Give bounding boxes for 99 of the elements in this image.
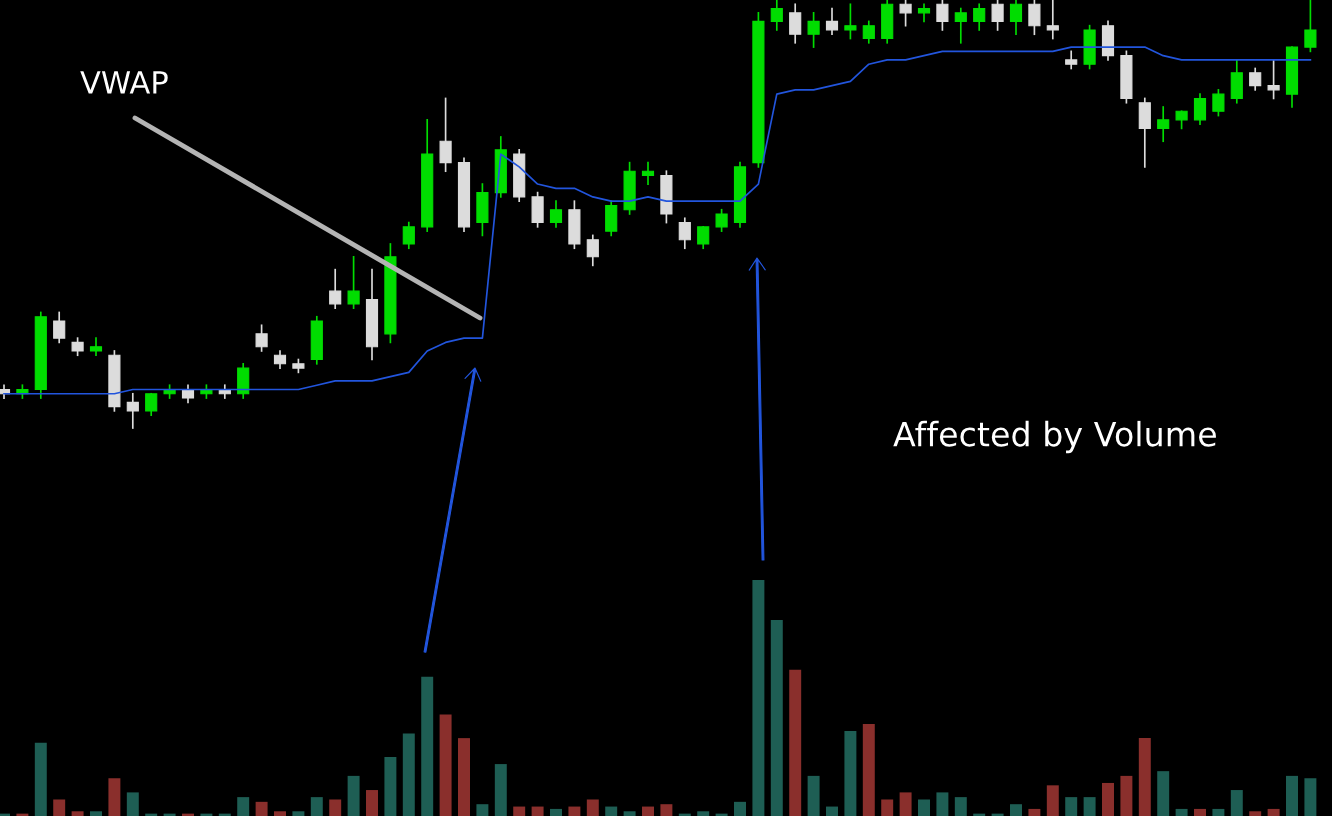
bar: [1304, 778, 1317, 816]
candlestick: [402, 221, 415, 250]
bar: [1267, 808, 1280, 816]
bar: [1138, 738, 1151, 816]
bar: [274, 811, 286, 816]
candlestick: [347, 255, 360, 310]
bar: [90, 811, 102, 816]
bar: [126, 792, 139, 816]
bar: [1194, 808, 1206, 816]
candlestick: [1193, 93, 1207, 125]
candlestick: [439, 97, 452, 173]
bar: [789, 669, 802, 816]
bar: [1249, 811, 1262, 816]
bar: [642, 806, 654, 816]
bar: [310, 797, 323, 816]
candlestick: [1009, 0, 1023, 36]
candlestick: [586, 234, 599, 267]
bar: [899, 792, 912, 816]
bar: [1286, 775, 1298, 816]
bar: [1083, 797, 1096, 816]
bar: [770, 620, 783, 816]
bar: [862, 723, 875, 816]
bar: [1010, 804, 1022, 816]
candlestick: [899, 0, 912, 27]
bar: [421, 676, 434, 816]
bar: [366, 790, 378, 816]
candlestick: [678, 217, 691, 250]
bar: [844, 731, 857, 816]
candlestick: [126, 392, 139, 429]
bar: [752, 580, 765, 816]
candlestick: [1304, 0, 1317, 53]
annotation: Affected by Volume: [893, 420, 1216, 454]
bar: [347, 775, 360, 816]
bar: [476, 804, 489, 816]
bar: [439, 714, 452, 816]
candlestick: [1267, 59, 1280, 100]
candlestick: [53, 311, 66, 344]
bar: [623, 811, 636, 816]
bar: [1065, 797, 1078, 816]
bar: [605, 806, 618, 816]
candlestick: [936, 0, 949, 31]
candlestick: [844, 3, 857, 40]
candlestick: [145, 392, 158, 417]
bar: [1046, 785, 1059, 816]
candlestick: [549, 200, 563, 228]
text: VWAP: [80, 71, 168, 94]
candlestick: [954, 7, 967, 44]
bar: [568, 806, 581, 816]
bar: [237, 797, 250, 816]
bar: [550, 808, 562, 816]
bar: [384, 757, 397, 816]
candlestick: [862, 20, 875, 44]
bar: [660, 804, 673, 816]
bar: [881, 799, 894, 816]
bar: [1212, 808, 1225, 816]
bar: [34, 742, 47, 816]
bar: [402, 733, 415, 816]
bar: [697, 811, 710, 816]
candlestick: [1249, 67, 1262, 91]
bar: [1102, 782, 1114, 816]
candlestick: [715, 208, 728, 232]
bar: [531, 806, 544, 816]
bar: [1157, 771, 1170, 816]
candlestick: [807, 12, 820, 48]
bar: [71, 811, 84, 816]
bar: [826, 806, 838, 816]
candlestick: [991, 0, 1004, 31]
bar: [734, 801, 746, 816]
candlestick: [1046, 0, 1059, 40]
bar: [513, 806, 526, 816]
bar: [329, 799, 342, 816]
candlestick: [329, 268, 342, 310]
bar: [458, 738, 470, 816]
candlestick: [789, 3, 802, 44]
bar: [255, 801, 268, 816]
candlestick: [641, 161, 655, 185]
candlestick: [1157, 106, 1170, 143]
bar: [954, 797, 967, 816]
bar: [108, 778, 121, 816]
candlestick: [825, 7, 839, 36]
candlestick: [255, 324, 268, 352]
candlestick: [1212, 89, 1225, 117]
bar: [1230, 790, 1243, 816]
candlestick: [973, 3, 986, 31]
candlestick: [697, 226, 710, 250]
candlestick: [770, 0, 783, 31]
bar: [53, 799, 66, 816]
bar: [918, 799, 930, 816]
candlestick: [89, 337, 103, 357]
bar: [494, 764, 507, 816]
candlestick: [917, 3, 931, 23]
bar: [1028, 808, 1041, 816]
bar: [1120, 775, 1133, 816]
bar: [292, 811, 305, 816]
bar: [807, 775, 820, 816]
candlestick: [1028, 0, 1041, 36]
bar: [586, 799, 599, 816]
bar: [936, 792, 949, 816]
bar: [1175, 808, 1188, 816]
